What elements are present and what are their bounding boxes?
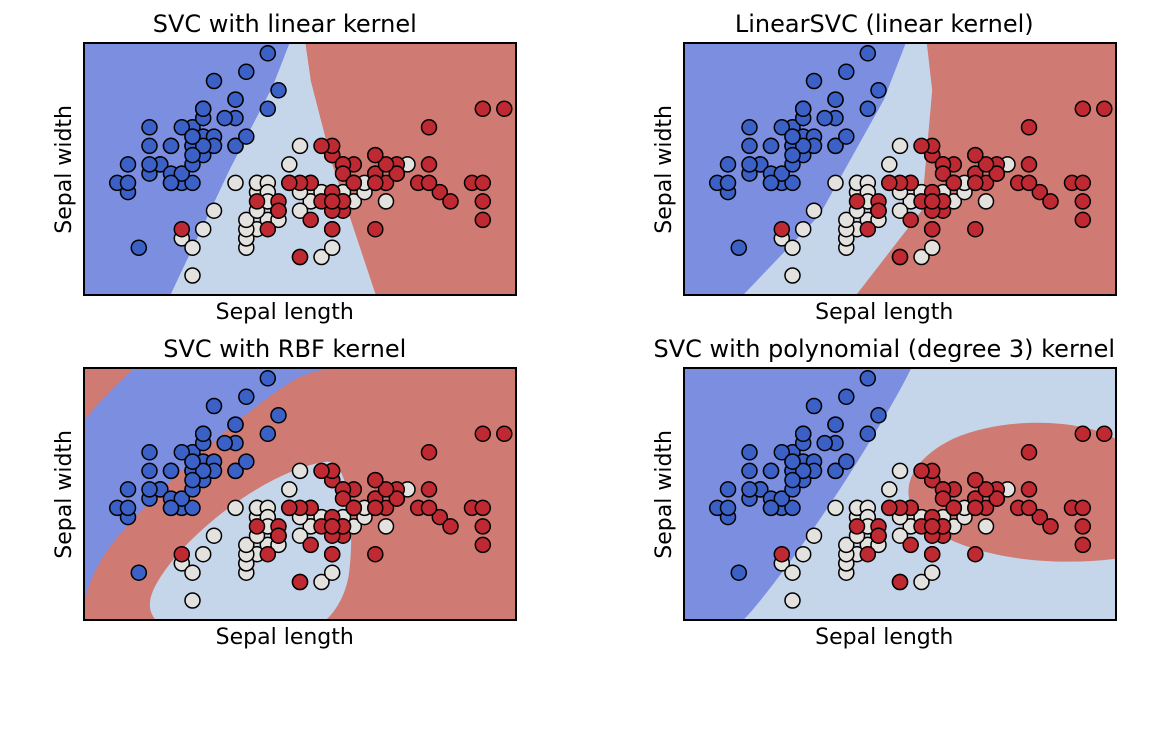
plot-frame <box>683 367 1117 621</box>
plot-row: Sepal width <box>52 42 517 296</box>
y-axis-label: Sepal width <box>52 430 77 559</box>
panel-svc-linear: SVC with linear kernel Sepal width Sepal… <box>10 10 560 325</box>
plot-svg-linearsvc <box>685 44 1115 294</box>
plot-svg-svc-rbf <box>85 369 515 619</box>
plot-frame <box>83 42 517 296</box>
plot-frame <box>83 367 517 621</box>
x-axis-label: Sepal length <box>216 625 354 650</box>
plot-svg-svc-poly3 <box>685 369 1115 619</box>
plot-frame <box>683 42 1117 296</box>
plot-row: Sepal width <box>652 367 1117 621</box>
subplot-grid: SVC with linear kernel Sepal width Sepal… <box>10 10 1159 650</box>
y-axis-label: Sepal width <box>652 105 677 234</box>
panel-title: SVC with RBF kernel <box>163 335 406 363</box>
y-axis-label: Sepal width <box>652 430 677 559</box>
plot-svg-svc-linear <box>85 44 515 294</box>
panel-title: LinearSVC (linear kernel) <box>735 10 1034 38</box>
panel-title: SVC with polynomial (degree 3) kernel <box>653 335 1115 363</box>
plot-row: Sepal width <box>52 367 517 621</box>
panel-svc-poly3: SVC with polynomial (degree 3) kernel Se… <box>610 335 1160 650</box>
panel-title: SVC with linear kernel <box>153 10 417 38</box>
x-axis-label: Sepal length <box>216 300 354 325</box>
x-axis-label: Sepal length <box>815 300 953 325</box>
plot-row: Sepal width <box>652 42 1117 296</box>
panel-svc-rbf: SVC with RBF kernel Sepal width Sepal le… <box>10 335 560 650</box>
y-axis-label: Sepal width <box>52 105 77 234</box>
x-axis-label: Sepal length <box>815 625 953 650</box>
panel-linearsvc: LinearSVC (linear kernel) Sepal width Se… <box>610 10 1160 325</box>
